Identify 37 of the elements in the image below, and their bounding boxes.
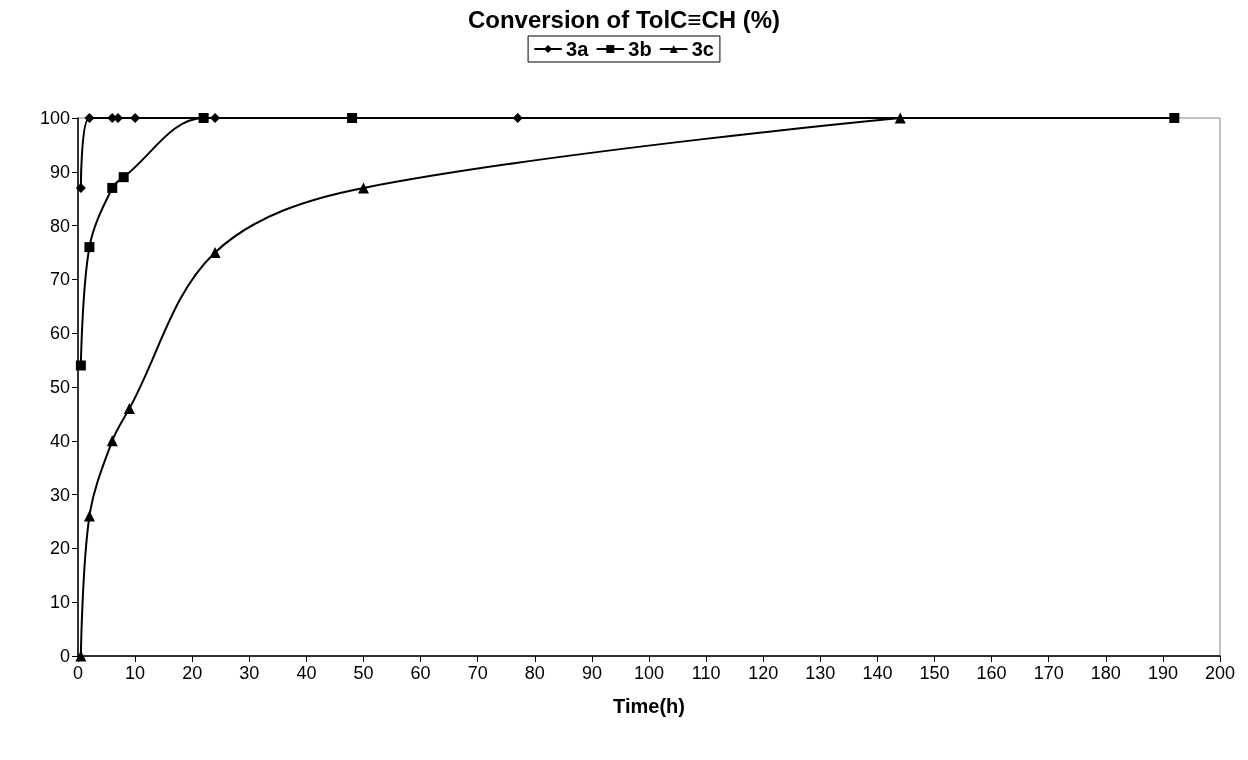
y-tick-label: 20 [49,538,70,559]
y-tick-label: 10 [49,592,70,613]
x-tick-label: 130 [805,663,836,683]
x-tick-label: 120 [748,663,779,683]
x-tick-label: 10 [125,663,146,683]
chart-title: Conversion of TolC≡CH (%) [467,5,781,33]
y-tick-label: 100 [39,108,70,128]
x-tick-label: 80 [524,663,545,683]
x-tick-label: 160 [976,663,1007,683]
x-tick-label: 190 [1147,663,1178,683]
x-tick-label: 110 [691,663,721,683]
y-tick-label: 40 [49,430,70,451]
x-tick-label: 30 [239,663,260,683]
x-tick-label: 50 [353,663,374,683]
x-tick-label: 200 [1204,663,1236,683]
x-tick-label: 180 [1090,663,1121,683]
x-tick-label: 140 [862,663,893,683]
legend-label: 3a [566,38,590,60]
x-tick-label: 70 [467,663,488,683]
y-tick-label: 90 [49,161,70,182]
y-tick-label: 0 [59,646,70,666]
x-tick-label: 0 [72,663,84,683]
x-tick-label: 100 [633,663,665,683]
y-tick-label: 70 [49,269,70,290]
x-tick-label: 170 [1033,663,1064,683]
y-tick-label: 30 [49,484,70,505]
legend-label: 3b [628,38,652,60]
y-tick-label: 50 [49,377,70,397]
x-tick-label: 150 [919,663,950,683]
x-axis-title: Time(h) [613,695,685,717]
x-tick-label: 20 [182,663,203,683]
x-tick-label: 60 [410,663,431,683]
legend-label: 3c [691,38,714,60]
y-tick-label: 60 [49,323,70,344]
y-tick-label: 80 [49,215,70,236]
x-tick-label: 40 [296,663,317,683]
x-tick-label: 90 [581,663,602,683]
